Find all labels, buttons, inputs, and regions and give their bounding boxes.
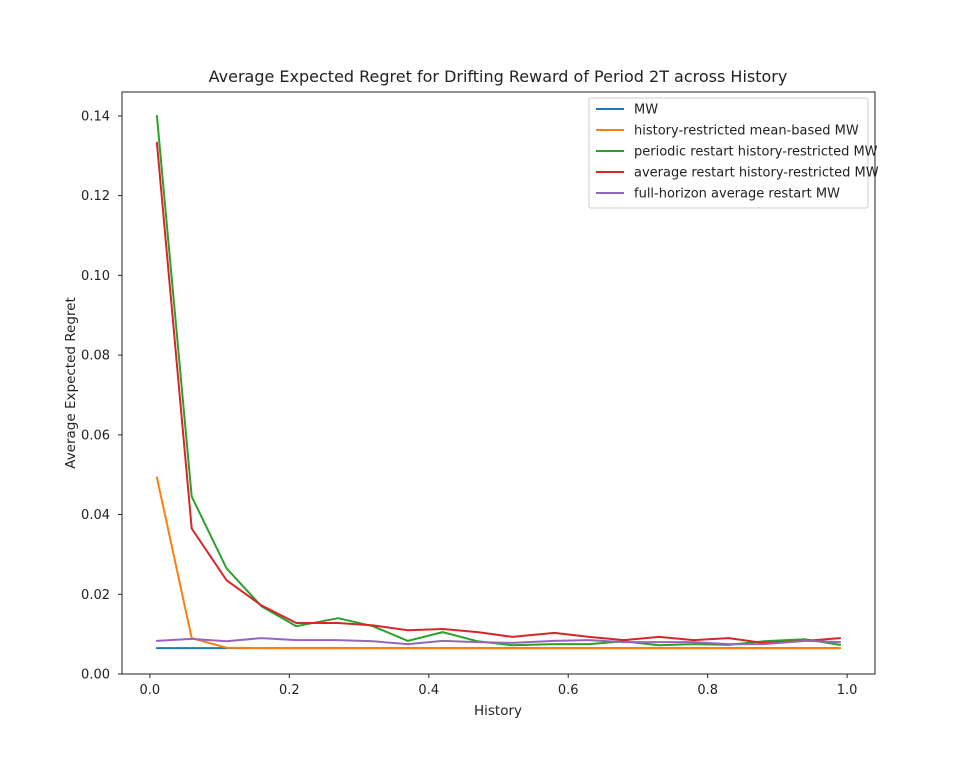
legend-box (588, 97, 869, 209)
series-lines (155, 114, 842, 650)
plot-area (121, 91, 876, 675)
x-tick-label: 0.0 (140, 683, 161, 698)
x-axis-label: History (474, 703, 522, 719)
y-tick-label: 0.00 (81, 668, 110, 683)
y-tick-label: 0.08 (81, 349, 110, 364)
y-tick-label: 0.12 (81, 189, 110, 204)
legend: MW history-restricted mean-based MW period… (588, 97, 879, 209)
x-tick-label: 0.2 (279, 683, 300, 698)
y-axis-ticks: 0.00 0.02 0.04 0.06 0.08 0.10 0.12 0.14 (81, 109, 122, 683)
series-line-2 (155, 476, 842, 650)
legend-label: MW (634, 103, 658, 118)
y-tick-label: 0.04 (81, 508, 110, 523)
y-axis-label: Average Expected Regret (63, 297, 79, 469)
x-tick-label: 0.6 (558, 683, 579, 698)
x-axis-ticks: 0.0 0.2 0.4 0.6 0.8 1.0 (140, 674, 858, 698)
y-tick-label: 0.06 (81, 428, 110, 443)
legend-label: history-restricted mean-based MW (634, 124, 859, 139)
x-tick-label: 0.4 (418, 683, 439, 698)
legend-label: periodic restart history-restricted MW (634, 145, 878, 160)
chart-title: Average Expected Regret for Drifting Rew… (209, 67, 788, 86)
y-tick-label: 0.10 (81, 269, 110, 284)
legend-label: full-horizon average restart MW (634, 187, 840, 202)
y-tick-label: 0.14 (81, 109, 110, 124)
legend-label: average restart history-restricted MW (634, 166, 879, 181)
x-tick-label: 0.8 (697, 683, 718, 698)
series-line-4 (155, 141, 842, 644)
y-tick-label: 0.02 (81, 588, 110, 603)
x-tick-label: 1.0 (837, 683, 858, 698)
series-line-5 (155, 637, 842, 646)
plot-frame (121, 91, 876, 675)
